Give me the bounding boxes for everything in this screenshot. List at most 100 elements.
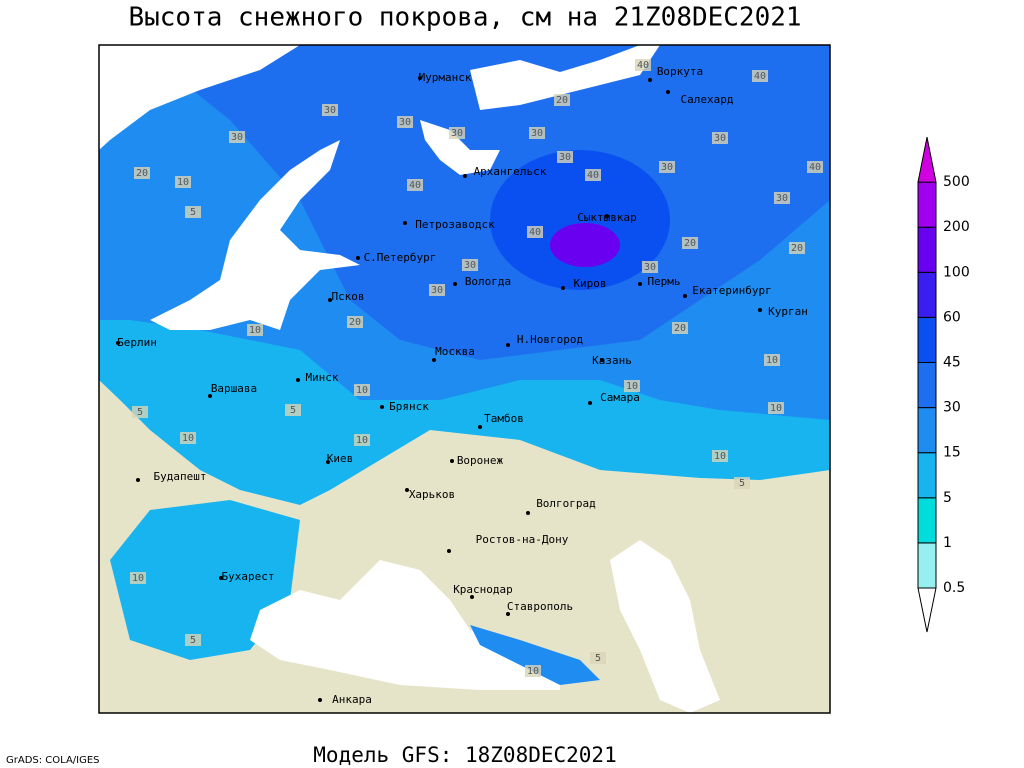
legend-label: 5 xyxy=(943,490,952,506)
baltic-sea xyxy=(150,140,360,330)
city-dot xyxy=(328,298,332,302)
city-dot xyxy=(470,595,474,599)
contour-label-box xyxy=(789,242,805,254)
contour-label: 40 xyxy=(809,162,821,173)
contour-label: 10 xyxy=(766,355,778,366)
legend-box xyxy=(917,271,937,318)
city-dot xyxy=(506,343,510,347)
legend-box xyxy=(917,181,937,228)
contour-label: 10 xyxy=(132,573,144,584)
contour-label: 5 xyxy=(190,207,196,218)
contour-label-box xyxy=(354,384,370,396)
city-dot xyxy=(600,358,604,362)
map: 40 40 20 30 30 30 30 30 30 40 30 30 40 20 10 40 30 5 40 30 2… xyxy=(98,44,831,714)
legend-label: 45 xyxy=(943,355,961,371)
city-dot xyxy=(648,78,652,82)
contour-label-box xyxy=(554,94,570,106)
contour-label-box xyxy=(132,406,148,418)
legend-label: 30 xyxy=(943,400,961,416)
contour-label: 10 xyxy=(770,403,782,414)
contour-label: 10 xyxy=(356,385,368,396)
city-label: Н.Новгород xyxy=(517,333,584,346)
city-label: Архангельск xyxy=(474,165,547,178)
snow-100 xyxy=(550,223,620,267)
city-label: Вологда xyxy=(465,275,511,288)
contour-label-box xyxy=(682,237,698,249)
city-dot xyxy=(638,282,642,286)
city-label: Пермь xyxy=(647,275,680,288)
contour-label-box xyxy=(407,179,423,191)
contour-label: 5 xyxy=(137,407,143,418)
contour-label-box xyxy=(590,652,606,664)
city-dot xyxy=(447,549,451,553)
city-label: Казань xyxy=(592,354,632,367)
contour-label: 10 xyxy=(626,381,638,392)
city-label: Будапешт xyxy=(154,470,207,483)
contour-label-box xyxy=(635,59,651,71)
contour-label: 20 xyxy=(684,238,696,249)
city-label: Бухарест xyxy=(222,570,275,583)
contour-label: 30 xyxy=(559,152,571,163)
city-label: Псков xyxy=(331,290,364,303)
contour-label: 10 xyxy=(177,177,189,188)
contour-label-box xyxy=(557,151,573,163)
city-dot xyxy=(403,221,407,225)
contour-label: 30 xyxy=(451,128,463,139)
city-label: Варшава xyxy=(211,382,257,395)
contour-label-box xyxy=(659,161,675,173)
contour-label: 10 xyxy=(249,325,261,336)
contour-label-box xyxy=(185,634,201,646)
contour-label-box xyxy=(764,354,780,366)
white-sea xyxy=(420,120,500,175)
city-dot xyxy=(326,460,330,464)
city-label: Минск xyxy=(305,371,338,384)
city-label: Москва xyxy=(435,345,475,358)
contour-label: 40 xyxy=(409,180,421,191)
contour-label-box xyxy=(624,380,640,392)
legend-box xyxy=(917,407,937,454)
legend-high xyxy=(917,137,937,183)
city-label: Тамбов xyxy=(484,412,524,425)
contour-label-box xyxy=(229,131,245,143)
barents-sea xyxy=(99,45,300,150)
contour-label-box xyxy=(807,161,823,173)
contour-label: 30 xyxy=(644,262,656,273)
city-label: Петрозаводск xyxy=(415,218,495,231)
legend-low xyxy=(917,587,937,633)
city-label: Самара xyxy=(600,391,640,404)
city-label: С.Петербург xyxy=(364,251,437,264)
city-dot xyxy=(432,358,436,362)
contour-label: 40 xyxy=(754,71,766,82)
city-label: Сыктывкар xyxy=(577,211,637,224)
contour-label-box xyxy=(712,132,728,144)
legend-box xyxy=(917,316,937,363)
contour-label-box xyxy=(134,167,150,179)
contour-label: 30 xyxy=(714,133,726,144)
legend-box xyxy=(917,542,937,589)
map-labels: 40 40 20 30 30 30 30 30 30 40 30 30 40 20 10 40 30 5 40 30 2… xyxy=(116,59,823,706)
contour-label: 5 xyxy=(190,635,196,646)
credit: GrADS: COLA/IGES xyxy=(6,755,100,766)
city-dot xyxy=(356,256,360,260)
contour-label-box xyxy=(449,127,465,139)
contour-label: 20 xyxy=(674,323,686,334)
contour-label-box xyxy=(642,261,658,273)
contour-label: 10 xyxy=(182,433,194,444)
city-label: Краснодар xyxy=(453,583,513,596)
contour-label: 20 xyxy=(556,95,568,106)
contour-label-box xyxy=(180,432,196,444)
legend-label: 15 xyxy=(943,445,961,461)
contour-label-box xyxy=(585,169,601,181)
contour-label: 30 xyxy=(531,128,543,139)
legend-label: 60 xyxy=(943,309,961,325)
city-dot xyxy=(318,698,322,702)
snow-balkans xyxy=(110,500,300,660)
city-dot xyxy=(296,378,300,382)
contour-label-box xyxy=(347,316,363,328)
contour-label: 30 xyxy=(431,285,443,296)
city-dot xyxy=(450,459,454,463)
contour-label-box xyxy=(175,176,191,188)
contour-label-box xyxy=(397,116,413,128)
caspian-sea xyxy=(610,540,720,713)
